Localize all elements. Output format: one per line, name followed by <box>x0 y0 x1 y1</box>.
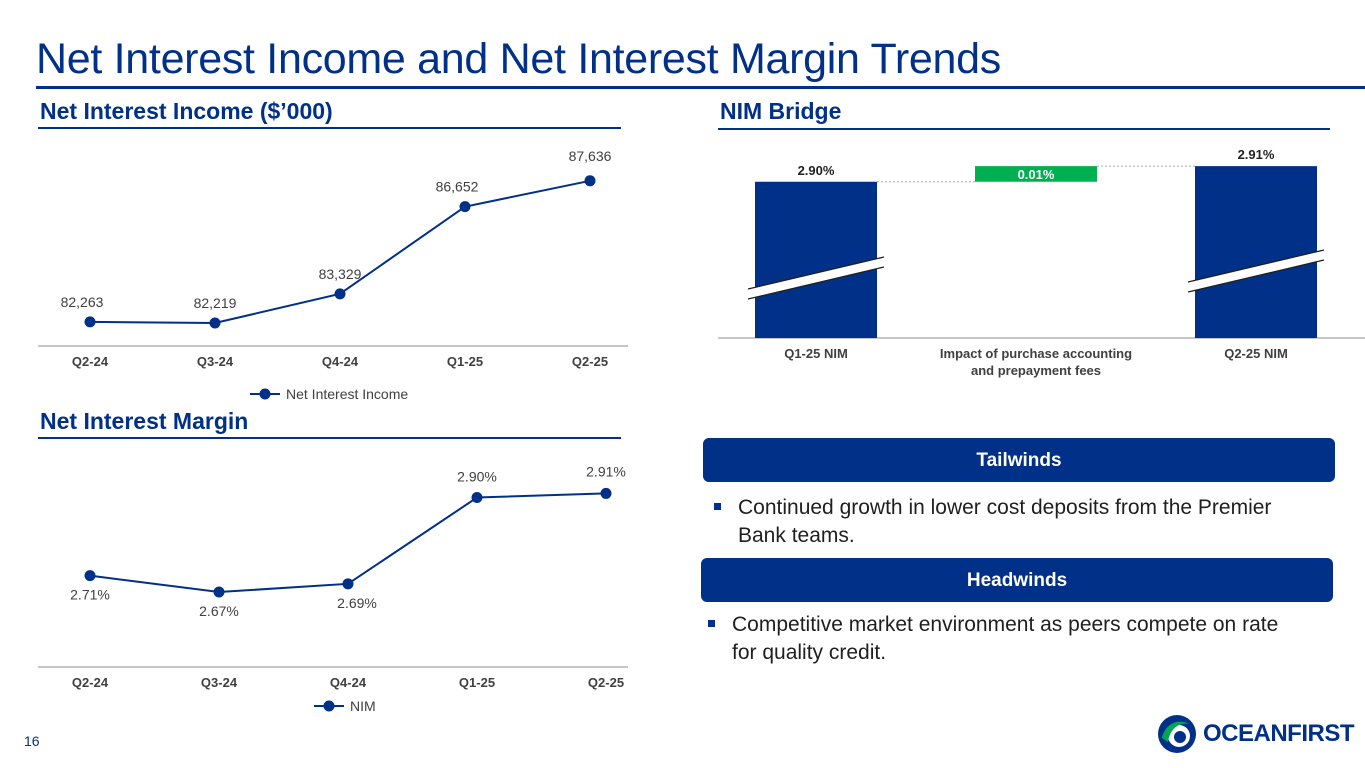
x-tick-label: Q2-25 <box>572 354 608 369</box>
data-label: 2.90% <box>457 469 497 485</box>
x-tick-label: Q2-25 <box>588 675 624 690</box>
logo-word-ocean: OCEAN <box>1203 720 1288 747</box>
nim-line-chart: 2.71% Q2-24 2.67% Q3-24 2.69% Q4-24 2.90% Q1-25… <box>38 463 628 714</box>
data-point <box>600 487 612 499</box>
x-tick-label: Q1-25 <box>459 675 495 690</box>
x-tick-label: Q3-24 <box>201 675 238 690</box>
legend-marker <box>259 388 271 400</box>
nii-section-title: Net Interest Income ($’000) <box>40 98 333 124</box>
headwinds-header: Headwinds <box>701 558 1333 602</box>
data-point <box>213 586 225 598</box>
tailwinds-header: Tailwinds <box>703 438 1335 482</box>
data-point <box>459 201 471 213</box>
data-point <box>342 578 354 590</box>
nim-section-title: Net Interest Margin <box>40 408 249 434</box>
data-point <box>584 175 596 187</box>
axis-break-line <box>1187 249 1325 283</box>
bridge-section-title: NIM Bridge <box>720 98 842 124</box>
headwinds-text-line-2: for quality credit. <box>732 641 887 664</box>
page-title: Net Interest Income and Net Interest Mar… <box>36 35 1001 83</box>
data-label: 0.01% <box>1018 167 1055 182</box>
title-divider <box>36 86 1365 89</box>
data-point <box>84 316 96 328</box>
oceanfirst-logo: OCEANFIRST <box>1156 712 1354 756</box>
nim-bridge-waterfall-chart: 2.90% 0.01% 2.91% Q1-25 NIM Impact of purcha… <box>718 147 1365 378</box>
data-label: 2.91% <box>1238 147 1275 162</box>
legend-label: Net Interest Income <box>286 386 408 402</box>
bridge-section-divider <box>718 128 1330 130</box>
bar-impact-delta <box>975 166 1097 182</box>
logo-word-first: FIRST <box>1287 720 1354 747</box>
legend-marker <box>323 700 335 712</box>
data-label: 2.67% <box>199 603 239 619</box>
page-number: 16 <box>24 733 40 749</box>
x-tick-label: Q2-24 <box>72 354 109 369</box>
legend-label: NIM <box>350 698 376 714</box>
data-point <box>209 317 221 329</box>
data-label: 2.71% <box>70 587 110 603</box>
data-label: 87,636 <box>569 148 612 164</box>
x-tick-label: Q1-25 <box>447 354 483 369</box>
data-label: 2.90% <box>798 163 835 178</box>
data-label: 82,263 <box>61 294 104 310</box>
axis-break-gap <box>746 257 886 299</box>
tailwinds-text-line-1: Continued growth in lower cost deposits … <box>738 496 1272 519</box>
bar-q2-25-nim <box>1195 166 1317 338</box>
axis-break-line <box>747 266 885 300</box>
nii-line-chart: 82,263 Q2-24 82,219 Q3-24 83,329 Q4-24 86,652 Q… <box>38 148 628 402</box>
data-point <box>334 288 346 300</box>
data-label: 86,652 <box>436 179 479 195</box>
x-tick-label: Q1-25 NIM <box>784 346 848 361</box>
tailwinds-text-line-2: Bank teams. <box>738 524 855 547</box>
nim-section-divider <box>38 437 621 439</box>
axis-break-line <box>747 256 885 290</box>
data-point <box>84 570 96 582</box>
bullet-square-icon <box>714 503 721 510</box>
headwinds-text-line-1: Competitive market environment as peers … <box>732 613 1279 636</box>
axis-break-gap <box>1186 250 1326 292</box>
bar-q1-25-nim <box>755 181 877 338</box>
x-tick-label: and prepayment fees <box>971 363 1101 378</box>
data-label: 2.69% <box>337 595 377 611</box>
x-tick-label: Q2-25 NIM <box>1224 346 1288 361</box>
data-point <box>471 492 483 504</box>
x-tick-label: Q4-24 <box>330 675 367 690</box>
x-tick-label: Impact of purchase accounting <box>940 346 1132 361</box>
oceanfirst-wave-icon <box>1158 715 1196 753</box>
series-line <box>89 492 607 594</box>
data-label: 82,219 <box>194 295 237 311</box>
x-tick-label: Q2-24 <box>72 675 109 690</box>
bullet-square-icon <box>708 620 715 627</box>
nii-section-divider <box>38 127 621 129</box>
axis-break-line <box>1187 259 1325 293</box>
data-label: 83,329 <box>319 266 362 282</box>
data-label: 2.91% <box>586 463 626 479</box>
x-tick-label: Q4-24 <box>322 354 359 369</box>
x-tick-label: Q3-24 <box>197 354 234 369</box>
